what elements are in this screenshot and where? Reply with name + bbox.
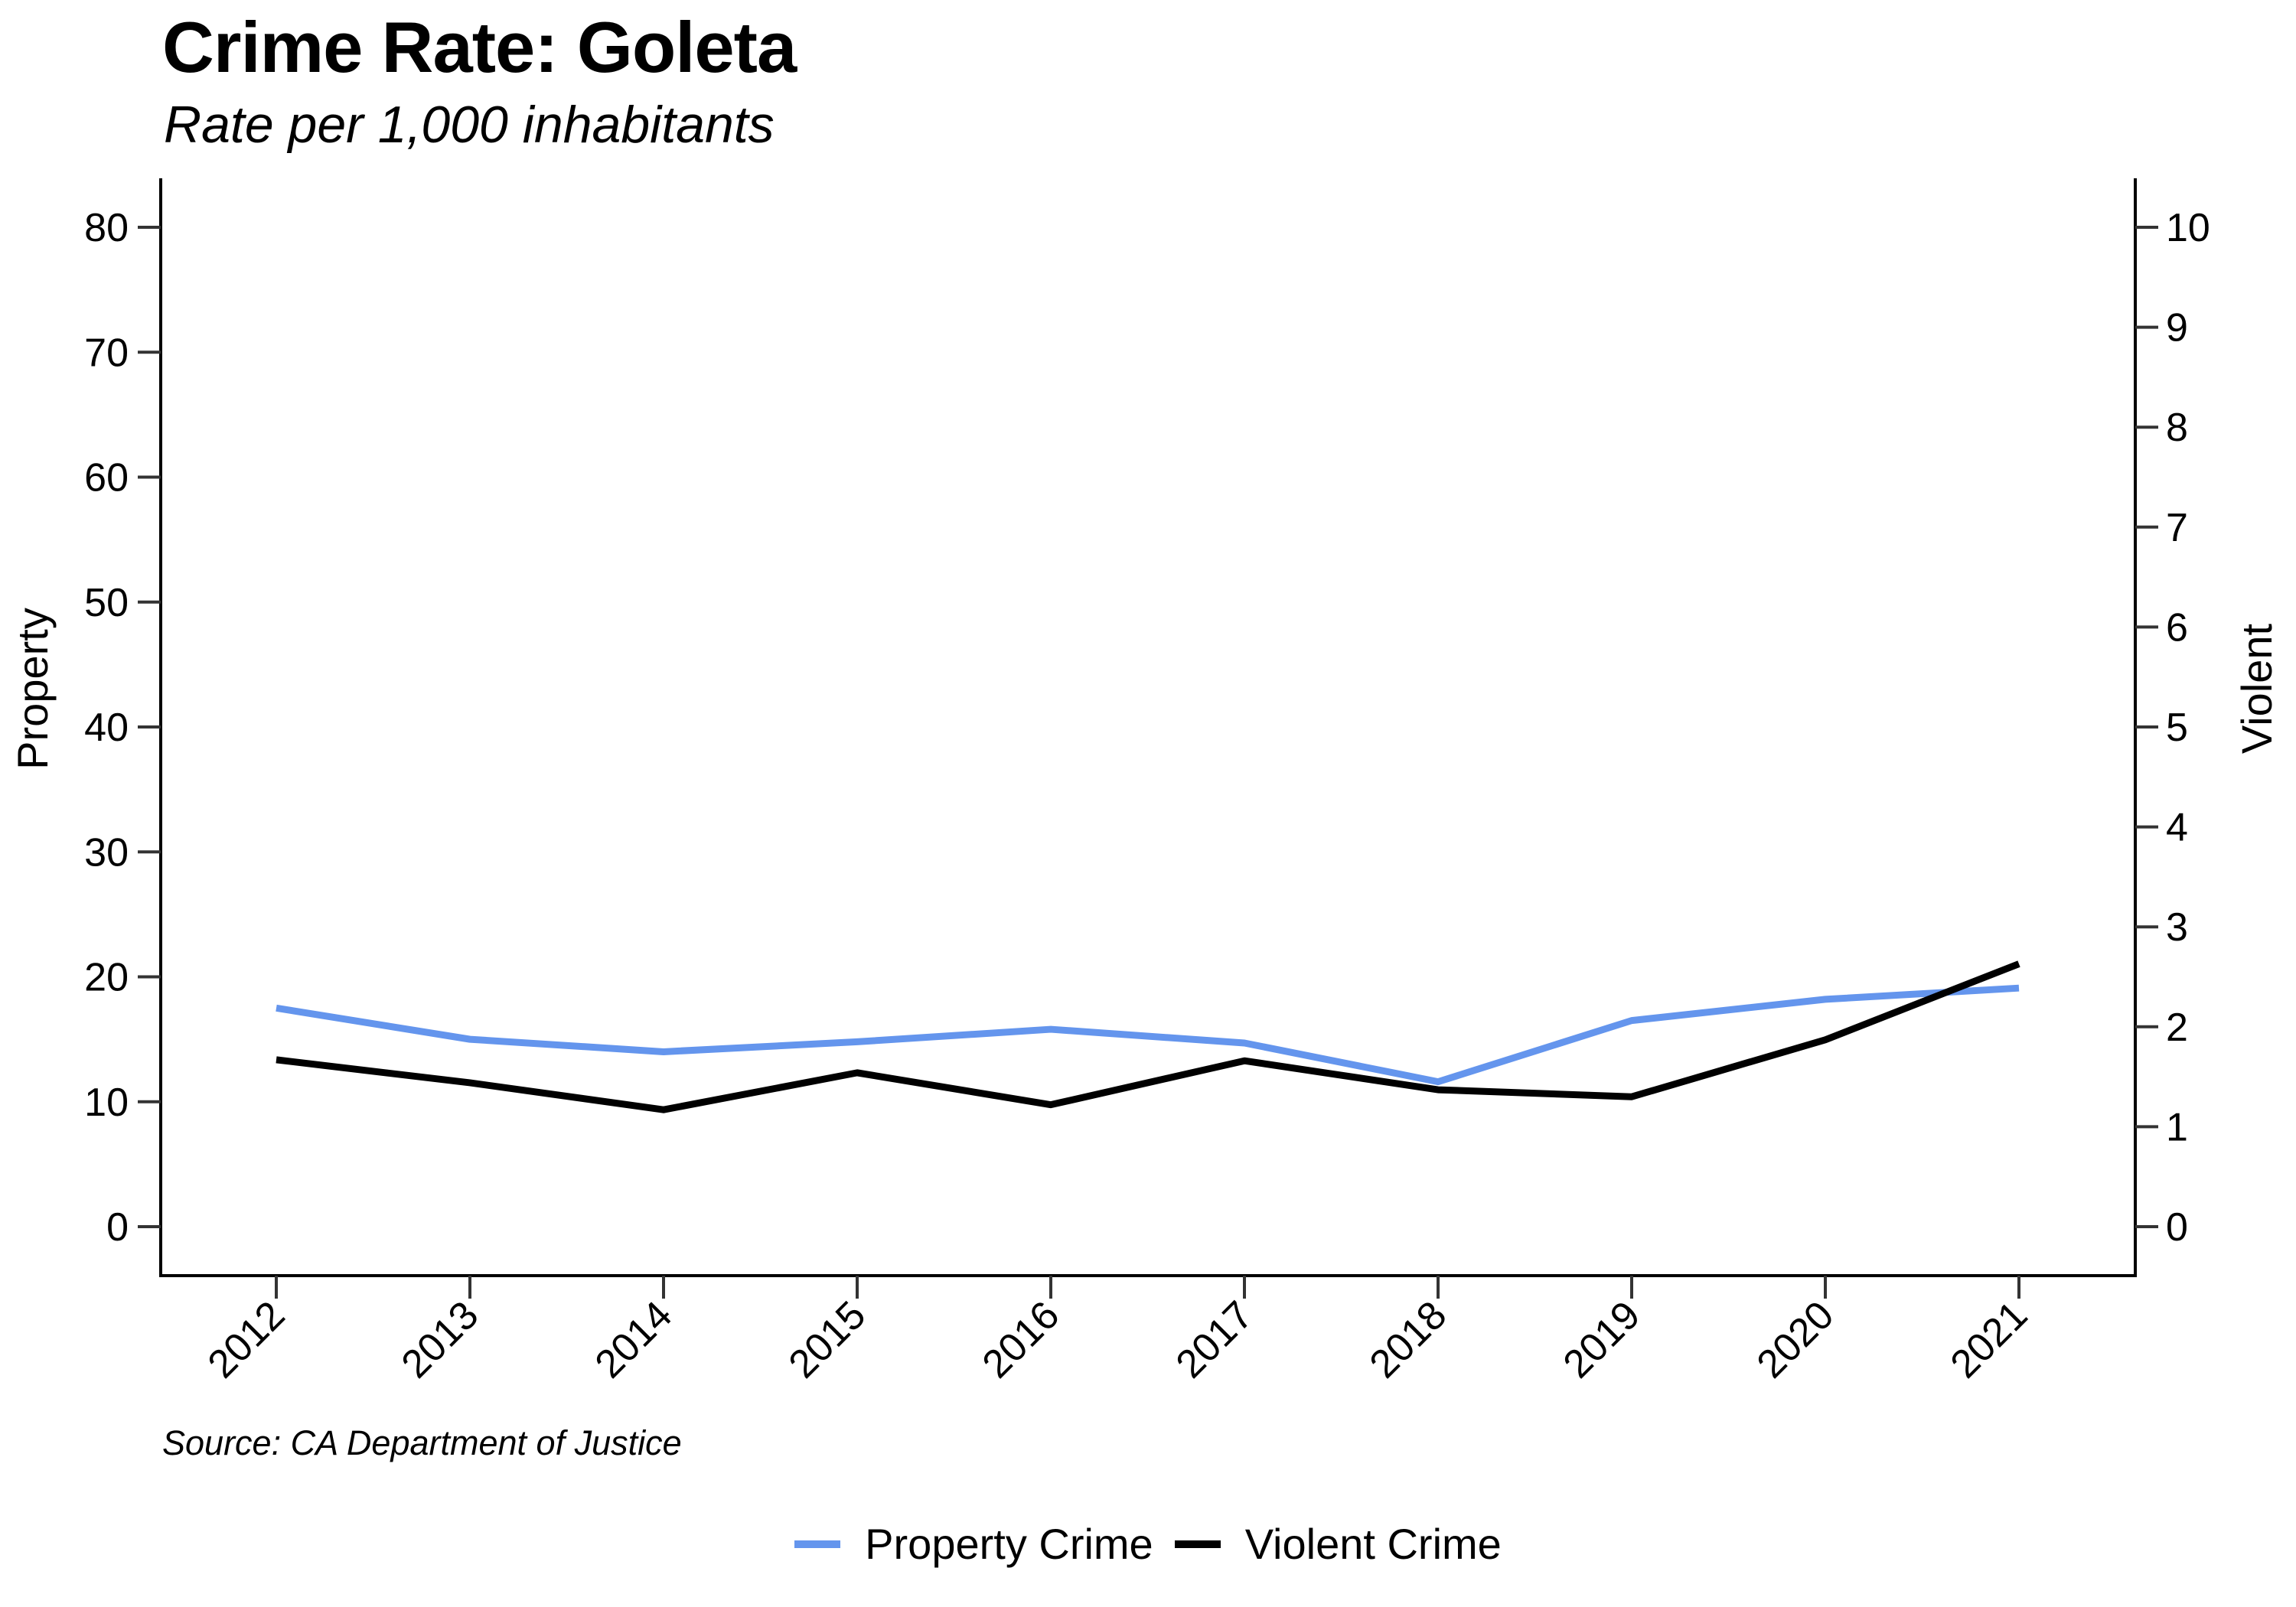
legend: Property Crime Violent Crime [0, 1519, 2296, 1569]
y-tick-label-right: 5 [2166, 706, 2188, 750]
x-tick-label: 2012 [200, 1292, 294, 1387]
y-tick-label-right: 9 [2166, 306, 2188, 350]
y-axis-title-left: Property [8, 608, 57, 770]
y-tick-label-left: 20 [84, 956, 129, 1000]
y-tick-label-left: 70 [84, 331, 129, 375]
y-tick-label-left: 10 [84, 1081, 129, 1125]
y-axis-title-right: Violent [2232, 623, 2281, 754]
y-tick-label-left: 60 [84, 456, 129, 500]
x-tick-label: 2014 [587, 1292, 681, 1387]
series-line-violent-crime [276, 960, 2020, 1113]
y-tick-label-left: 30 [84, 830, 129, 875]
y-tick-label-left: 40 [84, 706, 129, 750]
series-line-property-crime [276, 984, 2020, 1086]
y-tick-label-right: 10 [2166, 206, 2210, 250]
y-tick-label-right: 2 [2166, 1006, 2188, 1050]
x-tick-label: 2013 [393, 1292, 488, 1387]
legend-label-violent: Violent Crime [1244, 1520, 1502, 1568]
legend-item-property: Property Crime [794, 1519, 1153, 1569]
y-tick-label-right: 3 [2166, 905, 2188, 950]
y-tick-label-right: 1 [2166, 1105, 2188, 1149]
y-tick-label-left: 0 [106, 1205, 129, 1250]
y-tick-label-right: 6 [2166, 605, 2188, 650]
x-tick-label: 2015 [781, 1292, 875, 1387]
y-tick-label-right: 4 [2166, 806, 2188, 850]
legend-item-violent: Violent Crime [1174, 1519, 1502, 1569]
chart-title: Crime Rate: Goleta [162, 7, 797, 87]
legend-swatch-property [794, 1540, 841, 1548]
legend-label-property: Property Crime [865, 1520, 1153, 1568]
y-tick-label-right: 8 [2166, 406, 2188, 450]
series-lines [276, 960, 2020, 1113]
chart-subtitle: Rate per 1,000 inhabitants [164, 96, 775, 154]
x-tick-label: 2019 [1555, 1292, 1649, 1387]
legend-swatch-violent [1174, 1540, 1221, 1548]
y-tick-label-right: 7 [2166, 506, 2188, 550]
x-tick-label: 2020 [1749, 1292, 1843, 1387]
x-tick-label: 2016 [974, 1292, 1068, 1387]
y-tick-label-left: 80 [84, 206, 129, 250]
x-tick-label: 2021 [1942, 1292, 2037, 1387]
source-note: Source: CA Department of Justice [162, 1423, 682, 1462]
axes: 0 10 20 30 40 50 60 70 80 0 1 2 3 4 5 6 7 8 9 10 2012 2013 201… [8, 178, 2281, 1387]
y-tick-label-left: 50 [84, 581, 129, 625]
x-tick-label: 2018 [1362, 1292, 1456, 1387]
y-tick-label-right: 0 [2166, 1205, 2188, 1250]
x-tick-label: 2017 [1168, 1292, 1262, 1387]
